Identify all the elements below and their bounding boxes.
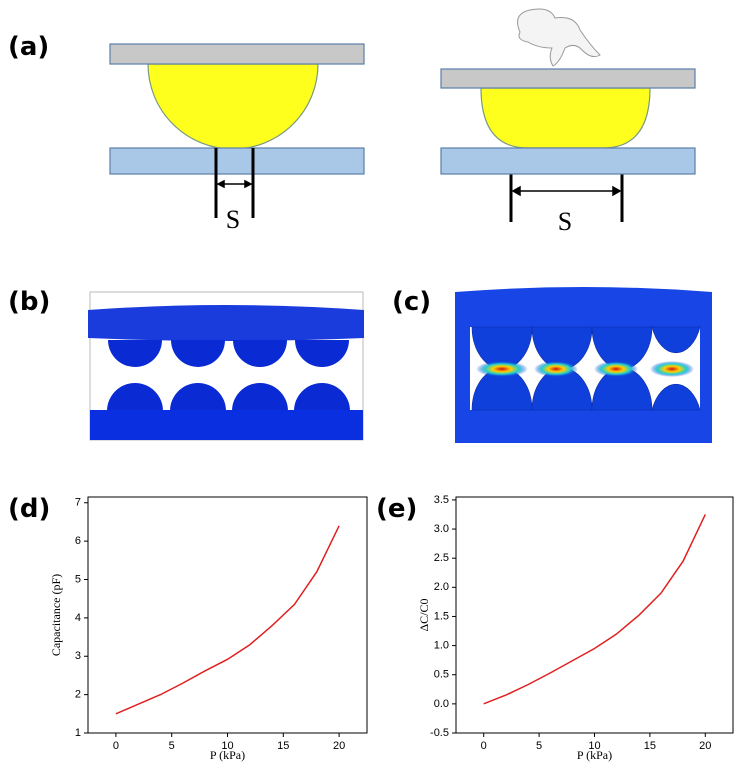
y-tick-label: 1.0: [434, 639, 449, 651]
y-tick-label: 3.0: [434, 523, 449, 535]
y-tick-label: 2: [75, 689, 81, 701]
x-tick-label: 10: [588, 740, 600, 752]
y-tick-label: 3: [75, 650, 81, 662]
panel-label: (d): [8, 494, 50, 524]
x-tick-label: 5: [169, 740, 175, 752]
diagram-a-left: [109, 43, 365, 175]
y-tick-label: 2.5: [434, 552, 449, 564]
x-tick-label: 20: [699, 740, 711, 752]
y-tick-label: 0.0: [434, 698, 449, 710]
x-axis-label: P (kPa): [577, 748, 612, 762]
x-tick-label: 10: [221, 740, 233, 752]
x-tick-label: 5: [536, 740, 542, 752]
arrows: [216, 179, 622, 197]
y-tick-label: 1: [75, 727, 81, 739]
y-tick-label: 5: [75, 573, 81, 585]
simulation-c: [455, 287, 712, 443]
y-tick-label: 2.0: [434, 581, 449, 593]
finger-icon: [517, 8, 601, 67]
x-tick-label: 0: [113, 740, 119, 752]
y-axis-label: Capacitance (pF): [49, 574, 63, 656]
y-tick-label: 1.5: [434, 610, 449, 622]
data-line: [115, 525, 340, 715]
simulation-b: [88, 291, 364, 441]
panel-label: (a): [8, 32, 49, 62]
s-label: S: [558, 207, 572, 236]
x-tick-label: 15: [644, 740, 656, 752]
y-tick-label: -0.5: [430, 727, 449, 739]
y-tick-label: 7: [75, 497, 81, 509]
y-tick-label: 6: [75, 535, 81, 547]
panel-label: (e): [376, 494, 417, 524]
y-tick-label: 0.5: [434, 669, 449, 681]
data-line: [483, 514, 706, 705]
x-axis-label: P (kPa): [210, 748, 245, 762]
y-tick-label: 4: [75, 612, 81, 624]
x-tick-label: 20: [333, 740, 345, 752]
diagram-a-right: [440, 68, 696, 175]
x-tick-label: 0: [481, 740, 487, 752]
x-tick-label: 15: [277, 740, 289, 752]
y-axis-label: ΔC/C0: [417, 598, 431, 631]
panel-label: (b): [8, 287, 50, 317]
plot-frame: [87, 496, 368, 734]
panel-label: (c): [392, 287, 431, 317]
y-tick-label: 3.5: [434, 494, 449, 506]
s-label: S: [226, 205, 240, 234]
